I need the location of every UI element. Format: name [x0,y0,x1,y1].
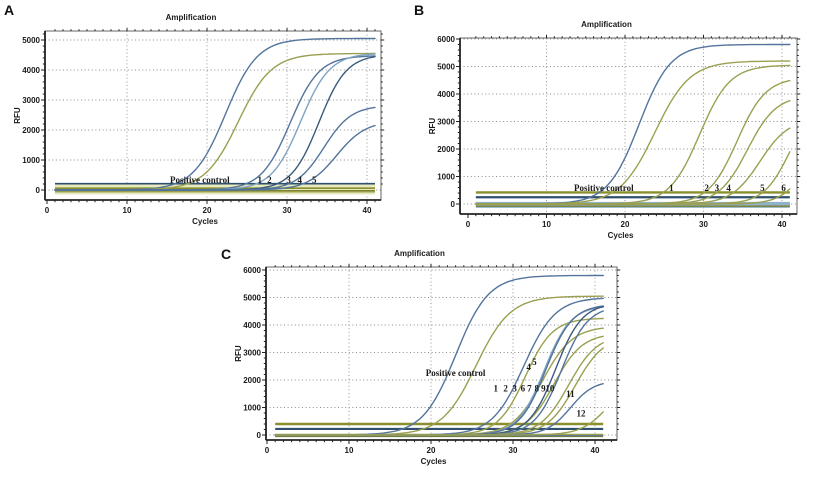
amplification-curve-2 [54,53,376,191]
y-tick-label: 5000 [437,62,455,71]
panel-label-c: C [221,246,232,262]
x-tick-label: 10 [345,446,354,455]
annotation-5: 5 [532,357,537,367]
annotation-12: 12 [577,409,587,419]
y-tick-label: 5000 [22,36,40,45]
y-tick-label: 1000 [22,156,40,165]
annotation-2: 2 [267,175,272,185]
x-tick-label: 20 [621,220,630,229]
annotation-4: 4 [298,175,303,185]
amplification-curve-positive-control-2 [274,295,604,436]
x-tick-label: 0 [45,206,50,215]
y-tick-label: 3000 [437,117,455,126]
annotation-5: 5 [312,175,317,185]
y-tick-label: 2000 [22,126,40,135]
panel-c: C 0 10 20 30 40 0 1000 2000 3000 4000 5000 6000 Ampl… [212,240,624,477]
amplification-curve-12 [274,411,604,436]
gridlines [266,267,617,440]
x-tick-label: 30 [509,446,518,455]
ticks [262,263,621,444]
annotation-positive-control: Positive control [574,183,634,193]
annotation-3: 3 [286,175,291,185]
x-tick-label: 30 [699,220,708,229]
amplification-chart-b: 0 10 20 30 40 0 1000 2000 3000 4000 5000 6000 Amplif… [428,20,801,240]
annotation-4: 4 [726,183,731,193]
x-axis-label: Cycles [421,457,447,466]
x-axis-label: Cycles [608,231,634,240]
y-tick-label: 0 [451,200,456,209]
amplification-curve-positive-control [274,274,604,436]
x-tick-label: 40 [591,446,600,455]
y-tick-label: 1000 [437,172,455,181]
y-tick-label: 3000 [22,96,40,105]
y-tick-label: 2000 [437,145,455,154]
amplification-curve-1 [54,55,376,191]
x-tick-label: 40 [778,220,787,229]
y-axis-label: RFU [234,345,243,362]
annotation-7: 7 [527,383,532,393]
annotation-6: 6 [521,383,526,393]
annotation-5: 5 [760,183,765,193]
amplification-curve-5 [54,124,376,191]
y-tick-label: 3000 [243,348,261,357]
annotation-1: 1 [494,383,499,393]
annotation-11: 11 [566,389,575,399]
annotation-1: 1 [669,183,674,193]
y-tick-label: 4000 [22,66,40,75]
x-tick-label: 0 [265,446,270,455]
panel-label-b: B [414,2,425,18]
x-tick-label: 20 [427,446,436,455]
y-axis-label: RFU [428,118,437,135]
annotation-2: 2 [503,383,508,393]
y-tick-label: 1000 [243,403,261,412]
y-tick-label: 6000 [243,266,261,275]
panel-b: B 0 10 20 30 40 0 1000 2000 3000 4000 5000 6000 Ampl… [410,0,820,240]
amplification-curve-positive-control-2 [54,52,376,191]
y-tick-label: 4000 [243,321,261,330]
x-tick-label: 40 [363,206,372,215]
amplification-curve-positive-control [475,43,791,205]
chart-title: Amplification [394,249,445,258]
x-tick-label: 10 [123,206,132,215]
y-tick-label: 2000 [243,376,261,385]
amplification-curve-6 [475,188,791,205]
annotation-2: 2 [704,183,709,193]
x-tick-label: 10 [542,220,551,229]
ticks [41,27,385,204]
y-tick-label: 5000 [243,293,261,302]
x-tick-label: 20 [203,206,212,215]
amplification-chart-c: 0 10 20 30 40 0 1000 2000 3000 4000 5000 6000 Amplif… [234,249,621,466]
x-tick-label: 30 [283,206,292,215]
chart-title: Amplification [581,20,632,29]
y-tick-label: 0 [257,431,262,440]
annotation-3: 3 [512,383,517,393]
annotation-positive-control: Positive control [426,368,486,378]
annotation-9: 9 [541,383,546,393]
annotation-3: 3 [715,183,720,193]
annotation-1: 1 [258,175,263,185]
amplification-curve-1 [274,297,604,436]
amplification-curve-3 [54,56,376,191]
annotation-6: 6 [781,183,786,193]
annotation-8: 8 [535,383,540,393]
chart-title: Amplification [166,13,217,22]
amplification-chart-a: 0 10 20 30 40 0 1000 2000 3000 4000 5000 Amplificat… [13,13,385,226]
y-tick-label: 4000 [437,90,455,99]
ticks [456,34,801,218]
annotation-10: 10 [545,383,555,393]
y-tick-label: 6000 [437,35,455,44]
y-axis-label: RFU [13,107,22,124]
annotation-positive-control: Positive control [170,175,230,185]
panel-label-a: A [4,2,15,18]
amplification-curve-3 [274,327,604,436]
panel-a: A 0 10 20 30 40 0 1000 2000 3000 4000 5000 Amplific… [0,0,404,240]
annotation-4: 4 [526,362,531,372]
y-tick-label: 0 [36,186,41,195]
x-tick-label: 0 [466,220,471,229]
x-axis-label: Cycles [192,217,218,226]
